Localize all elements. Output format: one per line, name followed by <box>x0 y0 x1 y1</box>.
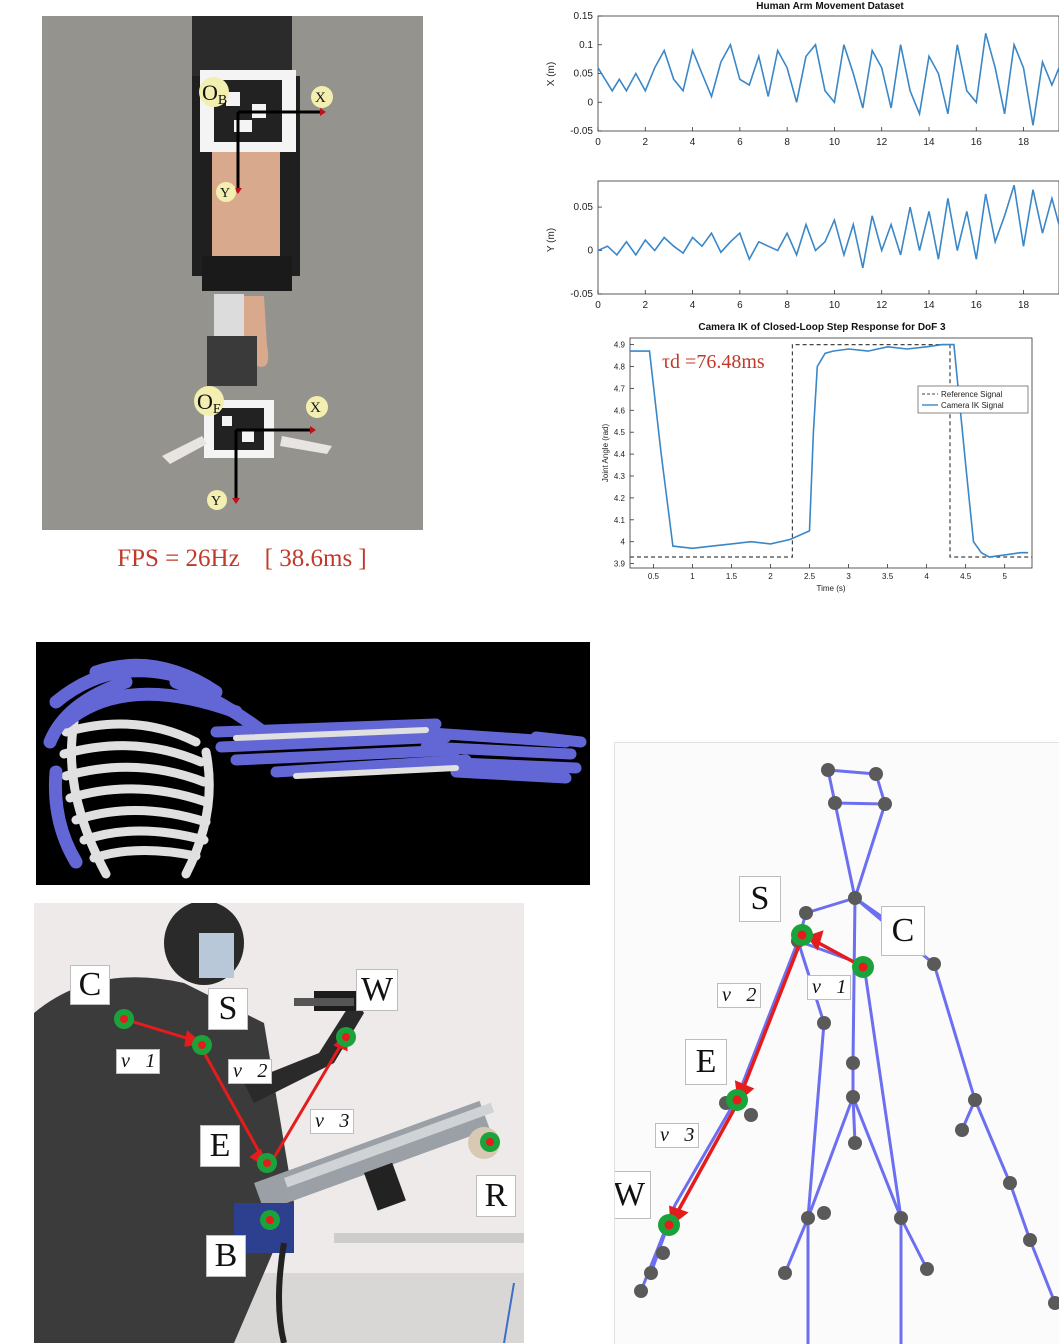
y-plot-x-tick-label: 16 <box>971 300 983 311</box>
robot-photo-panel: C S W E R B v⃗1 v⃗2 v⃗3 <box>34 903 524 1343</box>
step-chart-legend: Reference Signal Camera IK Signal <box>917 385 1029 414</box>
y-axis-label-e: Y <box>211 494 221 509</box>
x-plot-x-tick-label: 14 <box>923 137 935 148</box>
label-e-photo: E <box>200 1125 240 1167</box>
step-y-tick-label: 3.9 <box>614 560 626 569</box>
camera-ik-signal-series <box>630 343 1029 558</box>
y-plot-x-tick-label: 8 <box>784 300 790 311</box>
x-plot-x-tick-label: 0 <box>595 137 601 148</box>
step-x-tick-label: 5 <box>1002 572 1007 581</box>
step-x-tick-label: 4.5 <box>960 572 972 581</box>
origin-e-label: OE <box>197 389 221 417</box>
y-plot-x-tick-label: 10 <box>829 300 841 311</box>
x-plot-x-tick-label: 6 <box>737 137 743 148</box>
x-plot-x-tick-label: 10 <box>829 137 841 148</box>
legend-reference: Reference Signal <box>941 390 1003 399</box>
step-x-tick-label: 1 <box>690 572 695 581</box>
step-y-tick-label: 4.4 <box>614 450 626 459</box>
y-plot-x-tick-label: 0 <box>595 300 601 311</box>
x-plot-x-tick-label: 8 <box>784 137 790 148</box>
step-y-tick-label: 4 <box>621 538 626 547</box>
step-x-tick-label: 2 <box>768 572 773 581</box>
y-plot-y-tick-label: -0.05 <box>570 289 593 300</box>
step-chart-xlabel: Time (s) <box>816 584 845 593</box>
label-w-photo: W <box>356 969 398 1011</box>
label-s-photo: S <box>208 988 248 1030</box>
x-plot-ylabel: X (m) <box>546 62 557 86</box>
tracking-photo: OB X Y OE X Y <box>42 16 423 530</box>
skeleton-panel: S C E W v⃗1 v⃗2 v⃗3 <box>614 742 1059 1344</box>
label-w-skeleton: W <box>615 1171 651 1219</box>
step-chart-title: Camera IK of Closed-Loop Step Response f… <box>698 322 946 333</box>
fps-caption: FPS = 26Hz [ 38.6ms ] <box>117 545 367 572</box>
x-axis-label-b: X <box>315 90 326 106</box>
label-b-photo: B <box>206 1235 246 1277</box>
legend-camera-ik: Camera IK Signal <box>941 401 1004 410</box>
musculoskeletal-model-render <box>43 658 587 879</box>
step-x-tick-label: 3 <box>846 572 851 581</box>
x-plot-y-tick-label: 0.15 <box>574 11 594 22</box>
x-plot-x-tick-label: 18 <box>1018 137 1030 148</box>
step-y-tick-label: 4.8 <box>614 362 626 371</box>
dataset-chart-title: Human Arm Movement Dataset <box>756 1 904 12</box>
x-plot-y-tick-label: 0 <box>587 97 593 108</box>
y-plot-x-tick-label: 2 <box>643 300 649 311</box>
y-plot-x-tick-label: 4 <box>690 300 696 311</box>
x-position-series <box>597 33 1059 126</box>
reference-signal-series <box>630 344 1032 558</box>
label-r-photo: R <box>476 1175 516 1217</box>
step-chart-ylabel: Joint Angle (rad) <box>601 424 610 483</box>
y-plot-x-tick-label: 6 <box>737 300 743 311</box>
step-y-tick-label: 4.1 <box>614 516 626 525</box>
origin-b-label: OB <box>202 80 227 108</box>
label-v3-skeleton: v⃗3 <box>655 1123 700 1148</box>
step-y-tick-label: 4.2 <box>614 494 626 503</box>
step-y-tick-label: 4.3 <box>614 472 626 481</box>
y-plot-y-tick-label: 0.05 <box>574 202 594 213</box>
y-axis-label-b: Y <box>220 186 230 201</box>
label-e-skeleton: E <box>685 1039 727 1085</box>
y-plot-y-tick-label: 0 <box>587 246 593 257</box>
robot-photo <box>34 903 524 1343</box>
y-plot-x-tick-label: 14 <box>923 300 935 311</box>
step-x-tick-label: 3.5 <box>882 572 894 581</box>
label-v1-skeleton: v⃗1 <box>807 975 852 1000</box>
step-x-tick-label: 4 <box>924 572 929 581</box>
step-x-tick-label: 0.5 <box>648 572 660 581</box>
x-plot-y-tick-label: 0.1 <box>579 40 593 51</box>
x-plot-y-tick-label: -0.05 <box>570 126 593 137</box>
label-c-photo: C <box>70 965 110 1005</box>
x-axis-label-e: X <box>310 400 321 416</box>
y-position-series <box>597 185 1059 269</box>
y-plot-ylabel: Y (m) <box>546 228 557 252</box>
y-plot-x-tick-label: 18 <box>1018 300 1030 311</box>
tracking-photo-panel: OB X Y OE X Y <box>42 16 423 530</box>
skeleton-joint-markers <box>658 924 874 1236</box>
step-y-tick-label: 4.6 <box>614 406 626 415</box>
step-response-chart: Camera IK of Closed-Loop Step Response f… <box>601 322 1033 593</box>
label-v2-photo: v⃗2 <box>228 1059 273 1084</box>
x-plot-x-tick-label: 16 <box>971 137 983 148</box>
step-y-tick-label: 4.9 <box>614 341 626 350</box>
dataset-chart: Human Arm Movement Dataset X (m) 0.15 0.1… <box>546 1 1059 311</box>
musculoskeletal-model-panel <box>36 642 590 885</box>
label-v3-photo: v⃗3 <box>310 1109 355 1134</box>
x-plot-x-tick-label: 2 <box>643 137 649 148</box>
skeleton-diagram <box>634 763 1059 1344</box>
label-c-skeleton: C <box>881 906 925 956</box>
label-v1-photo: v⃗1 <box>116 1049 161 1074</box>
step-x-tick-label: 1.5 <box>726 572 738 581</box>
label-s-skeleton: S <box>739 876 781 922</box>
tau-annotation: τd =76.48ms <box>662 351 765 373</box>
x-plot-x-tick-label: 4 <box>690 137 696 148</box>
step-y-tick-label: 4.7 <box>614 384 626 393</box>
y-plot-x-tick-label: 12 <box>876 300 888 311</box>
x-plot-y-tick-label: 0.05 <box>574 69 594 80</box>
label-v2-skeleton: v⃗2 <box>717 983 762 1008</box>
step-y-tick-label: 4.5 <box>614 428 626 437</box>
x-plot-x-tick-label: 12 <box>876 137 888 148</box>
step-x-tick-label: 2.5 <box>804 572 816 581</box>
joint-markers <box>114 1009 500 1230</box>
